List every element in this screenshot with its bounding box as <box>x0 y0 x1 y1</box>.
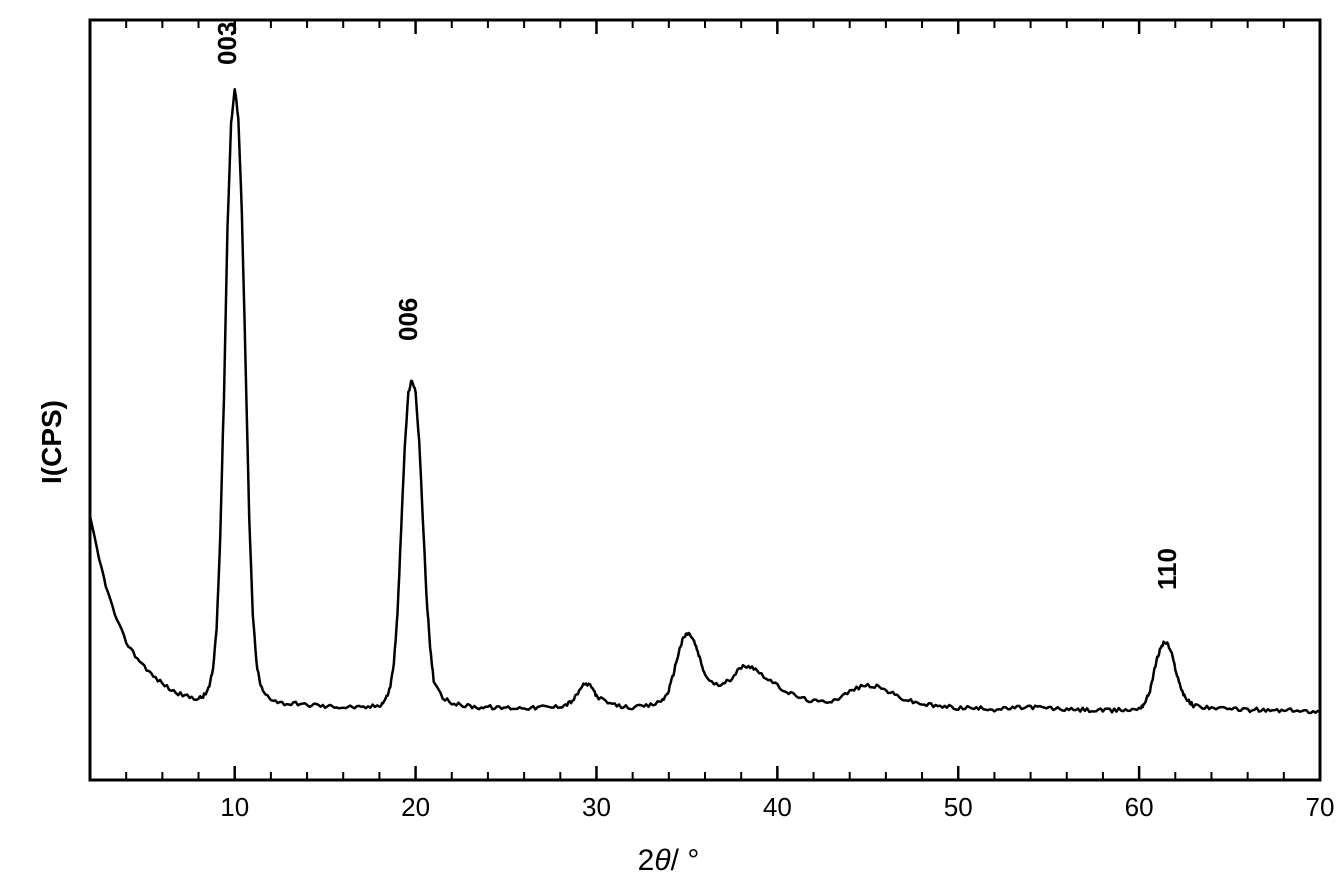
peak-label: 006 <box>393 298 424 341</box>
plot-svg <box>0 0 1337 884</box>
x-tick-label: 70 <box>1306 792 1335 823</box>
y-axis-label: I(CPS) <box>36 400 68 484</box>
x-tick-label: 30 <box>582 792 611 823</box>
peak-label: 003 <box>212 21 243 64</box>
x-tick-label: 50 <box>944 792 973 823</box>
xrd-chart-container: I(CPS) 2θ/ ° 10 20 30 40 50 60 70 003 006 110 <box>0 0 1337 884</box>
x-axis-label: 2θ/ ° <box>638 844 700 878</box>
x-tick-label: 20 <box>401 792 430 823</box>
peak-label: 110 <box>1152 548 1183 590</box>
x-tick-label: 40 <box>763 792 792 823</box>
x-tick-label: 60 <box>1125 792 1154 823</box>
x-tick-label: 10 <box>220 792 249 823</box>
